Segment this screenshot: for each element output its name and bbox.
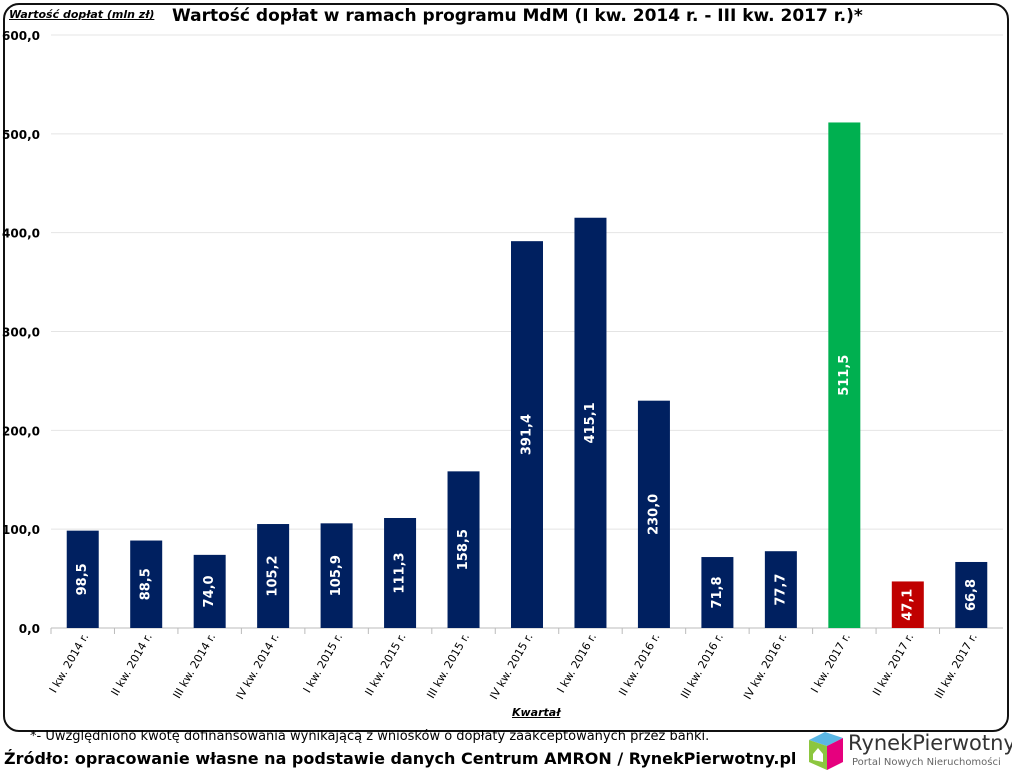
x-tick-label: III kw. 2015 r. [424,631,472,701]
rynekpierwotny-logo-icon [809,732,843,770]
x-tick-label: II kw. 2016 r. [616,631,662,698]
bar [955,561,988,628]
data-label: 230,0 [646,494,661,535]
data-label: 66,8 [964,579,979,611]
x-tick-label: II kw. 2014 r. [109,631,155,698]
x-tick-label: IV kw. 2015 r. [487,631,535,702]
x-tick-label: I kw. 2017 r. [808,631,853,695]
data-label: 88,5 [139,568,154,600]
bar [66,530,99,628]
bar [320,523,353,628]
data-label: 158,5 [456,529,471,570]
data-label: 111,3 [393,552,408,593]
x-tick-label: IV kw. 2016 r. [741,631,789,702]
data-label: 391,4 [520,414,535,455]
y-tick-label: 300,0 [2,326,40,340]
x-tick-label: I kw. 2014 r. [47,631,92,695]
bar [701,557,734,628]
y-tick-label: 400,0 [2,227,40,241]
x-axis-label: Kwartał [512,706,561,719]
bar [193,554,226,628]
x-tick-label: IV kw. 2014 r. [233,631,281,702]
chart-frame [3,3,1009,732]
x-tick-label: II kw. 2017 r. [870,631,916,698]
x-tick-label: III kw. 2017 r. [932,631,980,701]
bar [511,241,543,629]
data-label: 511,5 [837,355,852,396]
source-note: Źródło: opracowanie własne na podstawie … [4,749,797,768]
x-tick-label: II kw. 2015 r. [362,631,408,698]
y-tick-label: 200,0 [2,424,40,438]
data-label: 74,0 [202,575,217,607]
data-label: 98,5 [75,563,90,595]
x-tick-label: III kw. 2016 r. [678,631,726,701]
data-label: 47,1 [900,589,915,621]
data-label: 77,7 [773,574,788,606]
y-tick-label: 600,0 [2,29,40,43]
bar [447,471,480,628]
logo-tagline: Portal Nowych Nieruchomości [852,757,1001,768]
y-tick-label: 500,0 [2,128,40,142]
data-label: 415,1 [583,402,598,443]
bar [764,551,797,628]
y-tick-label: 100,0 [2,523,40,537]
footnote: *- Uwzględniono kwotę dofinansowania wyn… [30,729,710,744]
bar [384,517,417,628]
data-label: 105,9 [329,555,344,596]
x-tick-label: I kw. 2016 r. [555,631,600,695]
chart-title: Wartość dopłat w ramach programu MdM (I … [172,6,863,26]
x-tick-label: III kw. 2014 r. [170,631,218,701]
data-label: 105,2 [266,555,281,596]
bar [257,524,290,628]
y-axis-label: Wartość dopłat (mln zł) [9,8,155,21]
y-tick-label: 0,0 [19,622,40,636]
bar [828,122,861,628]
logo-brand: RynekPierwotny [848,731,1012,755]
bar [574,217,607,628]
data-label: 71,8 [710,576,725,608]
bar [637,400,670,628]
bar [891,581,924,628]
x-tick-label: I kw. 2015 r. [301,631,346,695]
bar [130,540,163,628]
